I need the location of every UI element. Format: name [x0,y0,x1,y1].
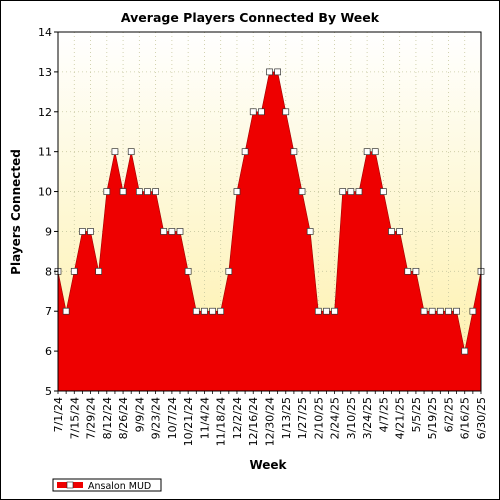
data-point [152,188,159,195]
data-point [241,148,249,156]
x-tick-label: 6/30/25 [475,397,488,439]
data-point [461,347,469,355]
x-tick-label: 12/30/24 [264,397,277,446]
x-tick-label: 2/10/25 [312,397,325,439]
x-axis-title: Week [249,458,287,472]
data-point [371,148,379,156]
data-point [168,228,176,235]
y-tick-label: 11 [38,146,52,159]
y-tick-label: 13 [38,66,52,79]
data-point [428,307,436,315]
x-tick-label: 2/24/25 [329,397,342,439]
x-tick-label: 12/2/24 [231,397,244,439]
data-point [314,307,322,315]
x-tick-label: 9/23/24 [150,397,163,439]
x-tick-label: 12/16/24 [247,397,260,446]
data-point [119,188,127,195]
x-tick-label: 1/13/25 [280,397,293,439]
x-tick-label: 1/27/25 [296,397,309,439]
data-point [469,307,477,315]
data-point [176,228,184,235]
data-point [233,188,241,195]
x-tick-label: 3/24/25 [361,397,374,439]
y-axis-title: Players Connected [9,149,23,275]
data-point [274,68,281,76]
data-point [103,188,111,195]
legend-label: Ansalon MUD [88,481,151,492]
data-point [420,307,428,315]
data-point [184,267,192,275]
data-point [209,307,216,315]
data-point [160,228,168,235]
data-point [79,228,86,235]
data-point [266,68,273,76]
x-tick-label: 7/29/24 [85,397,98,439]
data-point [282,108,290,116]
data-point [445,307,452,315]
chart-title: Average Players Connected By Week [121,10,380,25]
data-point [339,188,347,195]
y-tick-label: 10 [38,186,52,199]
data-point [127,148,135,156]
data-point [388,228,395,235]
data-point [396,228,404,235]
data-point [347,188,355,195]
x-tick-label: 10/21/24 [182,397,195,446]
y-tick-label: 6 [45,345,52,358]
data-point [62,307,70,315]
y-tick-label: 7 [45,305,52,318]
data-point [331,307,338,315]
data-point [380,188,387,195]
x-tick-label: 4/21/25 [394,397,407,439]
x-tick-label: 7/1/24 [52,397,65,432]
y-tick-label: 14 [38,26,52,39]
x-tick-label: 6/2/25 [442,397,455,432]
data-point [453,307,460,315]
data-point [135,188,143,195]
data-point [201,307,208,315]
x-tick-label: 4/7/25 [377,397,390,432]
data-point [412,267,420,275]
x-tick-label: 7/15/24 [68,397,81,439]
data-point [111,148,119,156]
data-point [290,148,298,156]
data-point [217,307,225,315]
data-point [436,307,444,315]
data-point [144,188,151,195]
x-tick-label: 8/26/24 [117,397,130,439]
x-tick-label: 11/18/24 [215,397,228,446]
x-tick-label: 10/7/24 [166,397,179,439]
x-axis-ticks: 7/1/24 7/15/24 7/29/24 8/12/24 8/26/24 9/9/24… [52,391,488,446]
x-tick-label: 11/4/24 [198,397,211,439]
data-point [363,148,371,156]
data-point [298,188,306,195]
x-tick-label: 3/10/25 [345,397,358,439]
legend-marker [66,481,74,489]
data-point [192,307,200,315]
y-axis-ticks: 5 6 7 8 9 10 11 12 13 14 [38,26,58,398]
x-tick-label: 5/5/25 [410,397,423,432]
data-point [95,267,103,275]
x-tick-label: 8/12/24 [101,397,114,439]
data-point [225,267,233,275]
data-point [404,267,412,275]
y-tick-label: 9 [45,225,52,238]
data-point [70,267,78,275]
legend: Ansalon MUD [52,478,162,492]
x-tick-label: 9/9/24 [133,397,146,432]
y-tick-label: 8 [45,265,52,278]
x-tick-label: 5/19/25 [426,397,439,439]
y-tick-label: 5 [45,385,52,398]
data-point [355,188,363,195]
data-point [249,108,257,116]
y-tick-label: 12 [38,106,52,119]
data-point [87,228,94,235]
data-point [306,228,314,235]
x-tick-label: 6/16/25 [459,397,472,439]
data-point [258,108,265,116]
data-point [323,307,330,315]
